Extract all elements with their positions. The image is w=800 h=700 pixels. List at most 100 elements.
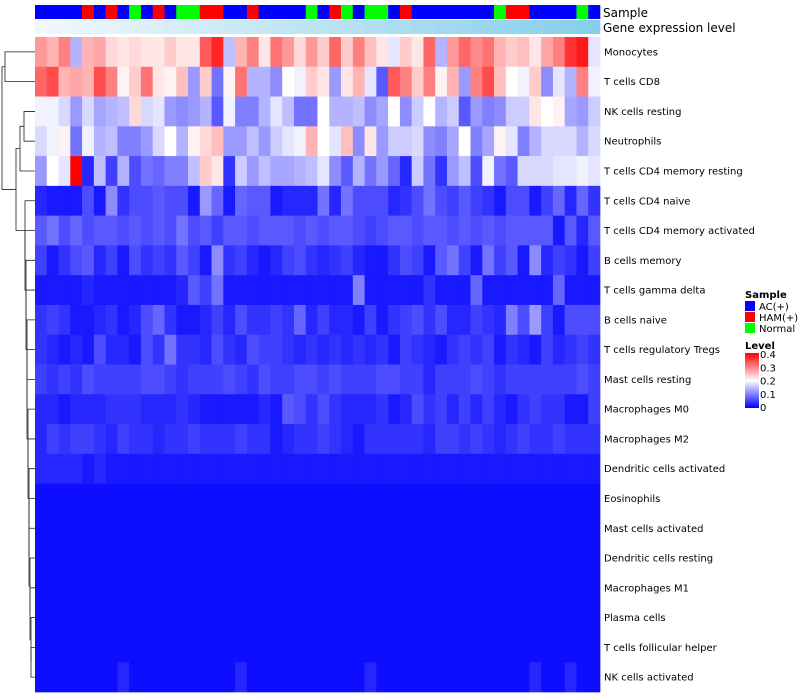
heatmap-cell (82, 66, 95, 97)
heatmap-cell (458, 126, 471, 157)
heatmap-cell (552, 543, 566, 574)
level-tick-label: 0.1 (760, 390, 776, 401)
heatmap-cell (317, 453, 330, 484)
heatmap-cell (235, 185, 248, 216)
heatmap-cell (305, 37, 318, 68)
heatmap-cell (223, 126, 236, 157)
heatmap-cell (364, 156, 377, 187)
heatmap-cell (482, 424, 495, 455)
heatmap-cell (411, 37, 424, 68)
heatmap-cell (223, 662, 236, 693)
heatmap-cell (129, 215, 142, 246)
heatmap-cell (258, 364, 271, 395)
heatmap-cell (282, 215, 295, 246)
heatmap-cell (293, 483, 307, 514)
dendrogram-link (26, 319, 35, 380)
heatmap-cell (564, 572, 577, 604)
heatmap-cell (588, 453, 601, 484)
heatmap-cell (70, 662, 83, 693)
heatmap-cell (529, 394, 542, 425)
sample-annotation-cell (388, 5, 401, 19)
heatmap-cell (58, 543, 71, 574)
heatmap-cell (246, 37, 259, 68)
heatmap-cell (458, 245, 471, 276)
heatmap-cell (282, 185, 295, 216)
heatmap-cell (388, 602, 401, 633)
heatmap-cell (541, 37, 554, 68)
heatmap-cell (423, 245, 436, 276)
heatmap-cell (176, 96, 189, 127)
heatmap-cell (576, 304, 589, 336)
heatmap-cell (82, 215, 95, 246)
heatmap-cell (105, 185, 118, 216)
heatmap-cell (140, 453, 154, 484)
heatmap-cell (352, 572, 365, 604)
heatmap-cell (458, 156, 471, 187)
heatmap-cell (341, 394, 354, 425)
heatmap-cell (341, 572, 354, 604)
sample-annotation-cell (376, 5, 389, 19)
heatmap-cell (140, 424, 154, 455)
heatmap-cell (517, 483, 530, 514)
heatmap-cell (270, 334, 283, 365)
heatmap-cell (199, 37, 212, 68)
sample-annotation-cell (494, 5, 507, 19)
heatmap-cell (470, 215, 483, 246)
heatmap-cell (470, 275, 483, 306)
heatmap-cell (46, 275, 59, 306)
expression-annotation-cell (152, 20, 165, 34)
heatmap-cell (541, 275, 554, 306)
heatmap-cell (317, 215, 330, 246)
heatmap-cell (588, 245, 601, 276)
heatmap-cell (105, 543, 118, 574)
heatmap-cell (564, 126, 577, 157)
expression-annotation-cell (388, 20, 401, 34)
heatmap-cell (293, 424, 307, 455)
expression-annotation-cell (117, 20, 130, 34)
heatmap-cell (399, 572, 413, 604)
heatmap-cell (576, 453, 589, 484)
legend-swatch-ham (745, 312, 755, 322)
sample-annotation-cell (517, 5, 530, 19)
heatmap-cell (329, 215, 342, 246)
dendrogram-link (1, 66, 16, 190)
expression-annotation-cell (235, 20, 248, 34)
heatmap-cell (46, 156, 59, 187)
heatmap-cell (564, 364, 577, 395)
heatmap-cell (494, 96, 507, 127)
heatmap-cell (494, 513, 507, 544)
heatmap-cell (435, 513, 448, 544)
heatmap-cell (35, 453, 48, 484)
dendrogram-link (27, 438, 35, 499)
heatmap-cell (282, 245, 295, 276)
heatmap-cell (82, 364, 95, 395)
row-label: Dendritic cells activated (604, 464, 725, 475)
heatmap-cell (58, 126, 71, 157)
heatmap-cell (470, 513, 483, 544)
heatmap-cell (423, 96, 436, 127)
heatmap-cell (35, 572, 48, 604)
heatmap-cell (246, 364, 259, 395)
heatmap-cell (282, 364, 295, 395)
heatmap-cell (211, 215, 224, 246)
heatmap-cell (305, 662, 318, 693)
heatmap-cell (188, 662, 201, 693)
sample-annotation-cell (246, 5, 259, 19)
heatmap-cell (270, 572, 283, 604)
heatmap-cell (564, 275, 577, 306)
heatmap-cell (305, 66, 318, 97)
heatmap-cell (446, 334, 460, 365)
heatmap-cell (435, 185, 448, 216)
heatmap-cell (305, 453, 318, 484)
row-label: T cells follicular helper (603, 643, 718, 654)
heatmap-cell (46, 185, 59, 216)
heatmap-cell (376, 304, 389, 336)
heatmap-cell (458, 543, 471, 574)
heatmap-cell (505, 334, 518, 365)
heatmap-cell (93, 96, 106, 127)
heatmap-cell (352, 513, 365, 544)
heatmap-cell (588, 662, 601, 693)
heatmap-cell (140, 304, 154, 336)
heatmap-cell (105, 126, 118, 157)
heatmap-cell (529, 245, 542, 276)
